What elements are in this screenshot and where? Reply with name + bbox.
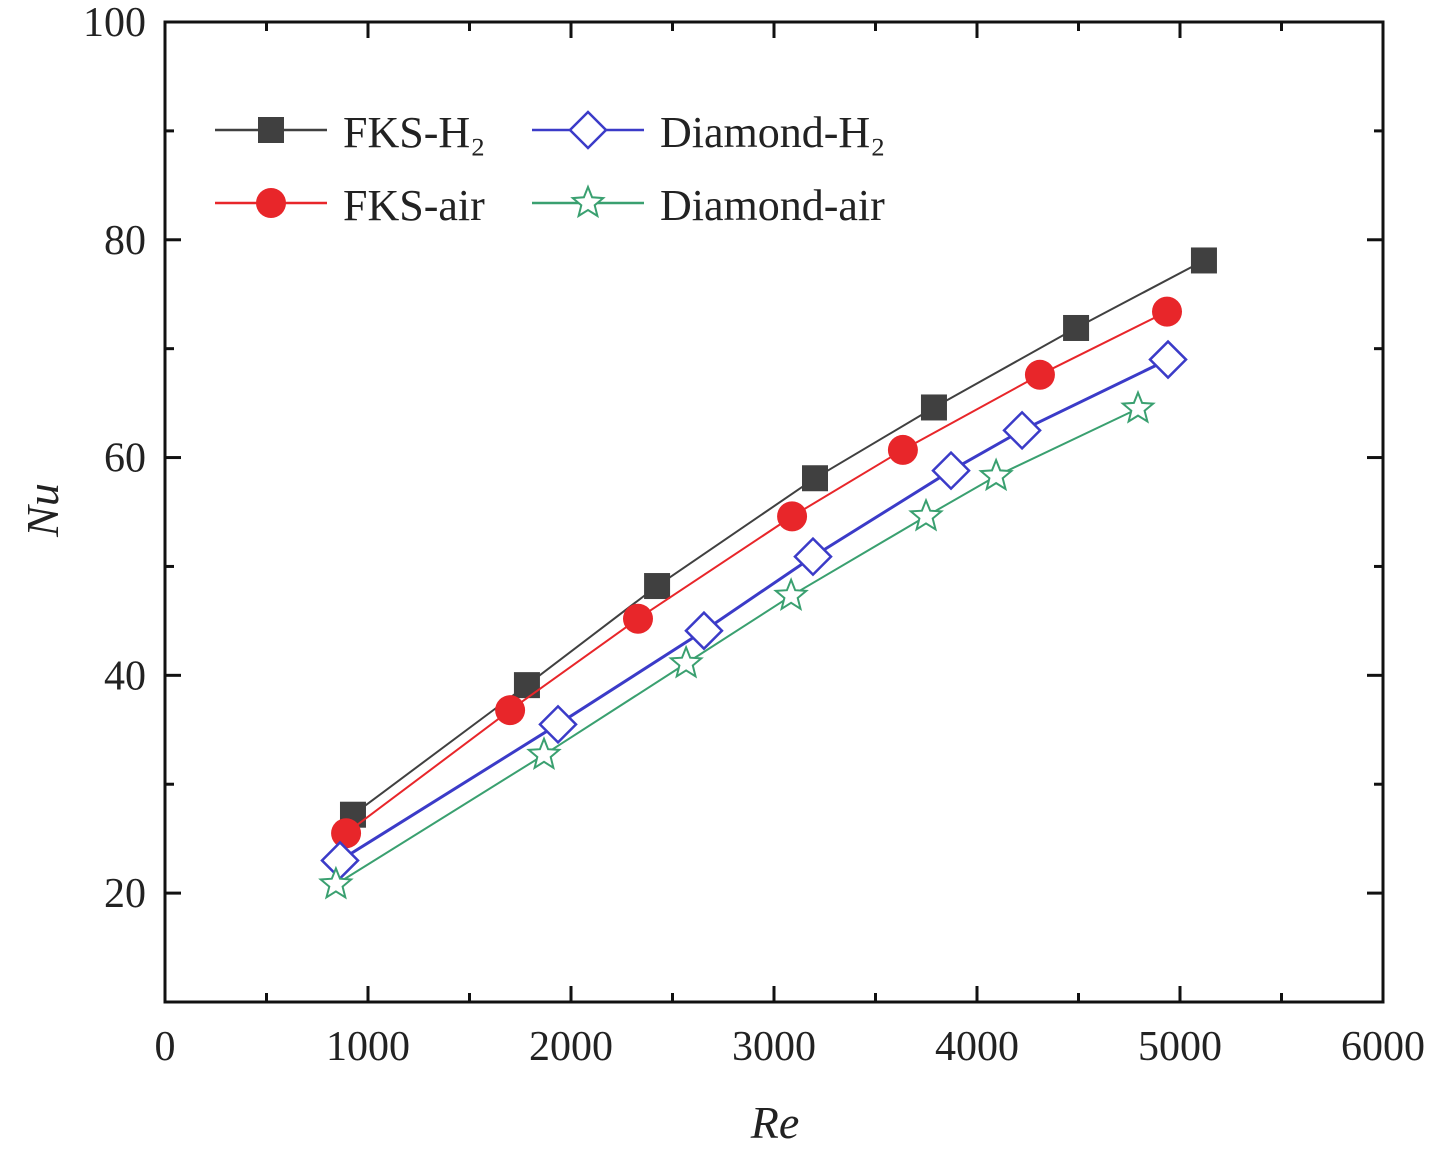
circle-marker [256,188,286,218]
circle-marker [777,501,808,532]
legend-item: Diamond-air [532,181,885,230]
circle-marker [495,695,526,726]
x-tick-label: 6000 [1341,1024,1425,1070]
x-tick-label: 2000 [529,1024,613,1070]
circle-marker [331,818,362,849]
series-1 [331,296,1183,849]
square-marker [802,465,829,492]
star-marker [570,184,606,219]
diamond-marker [538,704,578,745]
legend-label: FKS-air [343,181,485,230]
y-axis-label: Nu [17,483,68,538]
series-2 [320,339,1188,881]
star-marker [526,736,562,770]
series-0 [339,247,1217,828]
series-3 [318,389,1156,900]
legend-item: Diamond-H₂ [532,108,886,157]
star-marker [318,865,354,900]
circle-marker [1024,359,1055,390]
diamond-marker [1002,410,1042,451]
legend-label: FKS-H₂ [343,108,485,157]
y-tick-label: 40 [104,653,146,699]
diamond-marker [931,450,971,491]
star-marker [773,577,809,612]
square-marker [258,117,284,143]
series-line [345,310,1168,835]
circle-marker [622,603,653,634]
series-line [339,358,1169,862]
square-marker [920,394,947,421]
plot-frame [163,20,1385,1004]
square-marker [513,672,540,699]
x-tick-label: 1000 [326,1024,410,1070]
circle-marker [887,434,918,465]
circle-marker [1152,296,1183,327]
square-marker [1063,314,1090,341]
diamond-marker [568,110,608,150]
x-axis-label: Re [750,1097,800,1148]
x-tick-label: 3000 [732,1024,816,1070]
star-marker [1120,389,1156,424]
legend-item: FKS-air [215,181,485,230]
diamond-marker [684,610,724,651]
star-marker [668,644,704,679]
legend-label: Diamond-air [660,181,885,230]
square-marker [1190,247,1217,274]
y-tick-label: 80 [104,218,146,264]
legend-label: Diamond-H₂ [660,108,886,157]
diamond-marker [793,536,833,577]
series-line [335,407,1139,886]
x-tick-label: 5000 [1138,1024,1222,1070]
diamond-marker [1148,339,1188,380]
y-tick-label: 100 [83,0,146,46]
star-marker [978,457,1014,492]
legend-item: FKS-H₂ [215,108,485,157]
star-marker [908,497,944,532]
x-tick-label: 4000 [935,1024,1019,1070]
x-tick-label: 0 [155,1024,176,1070]
y-tick-label: 60 [104,436,146,482]
square-marker [644,573,671,600]
y-tick-label: 20 [104,871,146,917]
